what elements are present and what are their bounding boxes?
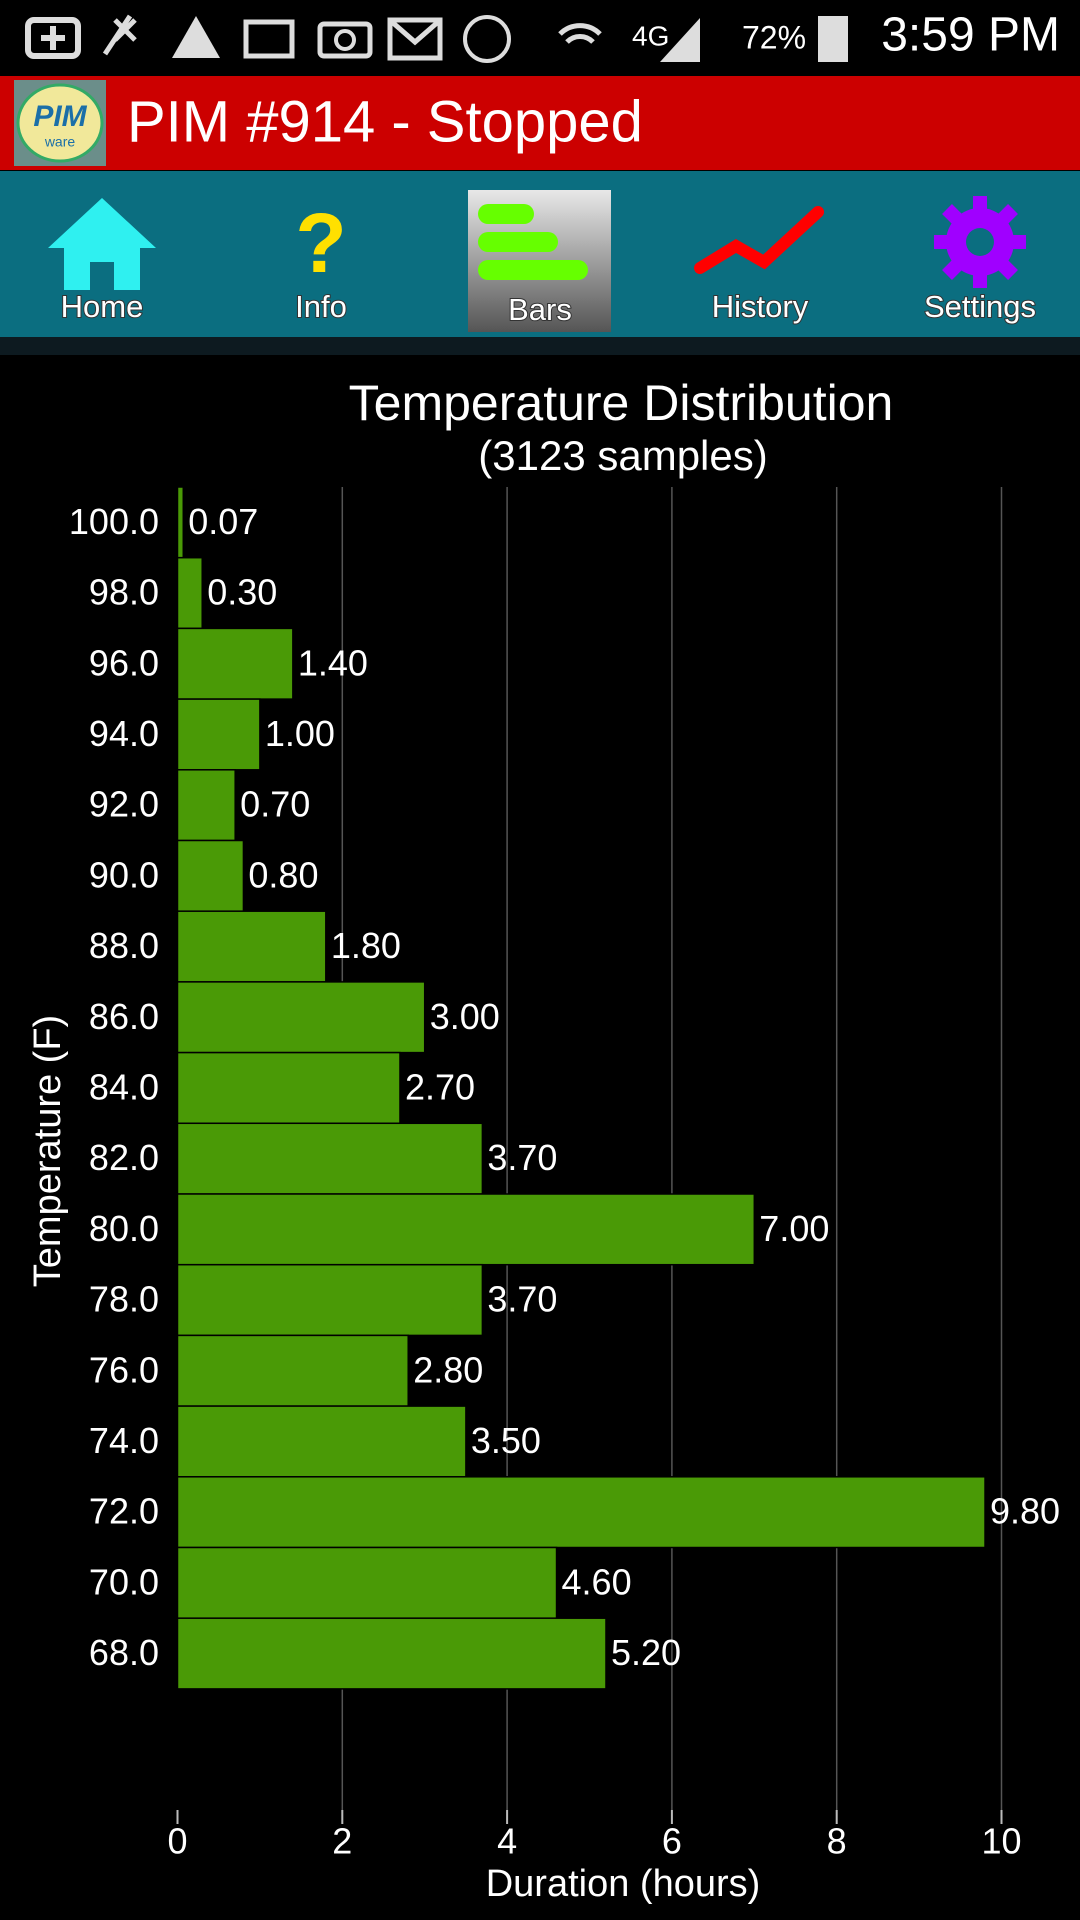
y-tick-label: 76.0 [89,1349,159,1390]
bar [176,556,203,630]
value-label: 1.00 [265,713,335,754]
y-tick-label: 86.0 [89,996,159,1037]
y-tick-label: 88.0 [89,925,159,966]
nav-label[interactable]: Settings [923,288,1037,325]
y-axis-label: Temperature (F) [27,1015,69,1287]
network-type: 4G [632,20,669,51]
app-title: PIM #914 - Stopped [127,89,643,154]
clock: 3:59 PM [881,9,1060,62]
y-tick-label: 98.0 [89,572,159,613]
bar [176,910,327,983]
bar [176,1405,467,1478]
y-tick-label: 80.0 [89,1208,159,1249]
status-bar [0,0,1080,74]
x-axis-label: Duration (hours) [486,1863,761,1905]
value-label: 0.80 [248,854,318,895]
x-tick-label: 0 [167,1821,187,1862]
value-label: 0.07 [188,501,258,542]
value-label: 1.40 [298,642,368,683]
value-label: 0.70 [240,784,310,825]
value-label: 3.70 [487,1279,557,1320]
x-tick-label: 8 [827,1821,847,1862]
bar [176,1193,756,1266]
value-label: 0.30 [207,572,277,613]
y-tick-label: 68.0 [89,1632,159,1673]
bar [176,627,294,700]
y-tick-label: 96.0 [89,642,159,683]
nav-label[interactable]: Bars [507,291,573,328]
nav-label[interactable]: History [711,288,810,325]
logo-subtext: ware [44,134,76,150]
value-label: 1.80 [331,925,401,966]
bar [176,486,185,559]
bar [176,698,261,771]
y-tick-label: 74.0 [89,1420,159,1461]
bar [176,1051,401,1125]
y-tick-label: 90.0 [89,854,159,895]
y-tick-label: 78.0 [89,1279,159,1320]
y-tick-label: 94.0 [89,713,159,754]
bar [176,981,426,1054]
chart-title: Temperature Distribution [349,375,894,431]
y-tick-label: 72.0 [89,1491,159,1532]
value-label: 2.80 [413,1349,483,1390]
x-tick-label: 6 [662,1821,682,1862]
battery-percent: 72% [742,19,806,55]
value-label: 9.80 [990,1491,1060,1532]
y-tick-label: 82.0 [89,1137,159,1178]
logo [16,83,104,163]
bar [176,1476,986,1549]
value-label: 3.50 [471,1420,541,1461]
value-label: 3.70 [487,1137,557,1178]
x-tick-label: 4 [497,1821,517,1862]
nav-label[interactable]: Home [60,288,145,325]
x-tick-label: 10 [981,1821,1021,1862]
bar [176,1263,484,1337]
nav-label[interactable]: Info [294,288,348,325]
value-label: 5.20 [611,1632,681,1673]
value-label: 7.00 [759,1208,829,1249]
y-tick-label: 100.0 [69,501,159,542]
svg-text:?: ? [295,196,346,290]
y-tick-label: 84.0 [89,1066,159,1107]
logo-text: PIM [33,100,87,133]
bar [176,839,245,912]
bar [176,1122,484,1195]
bar [176,769,236,842]
y-tick-label: 92.0 [89,784,159,825]
nav-icons: ? [48,196,1026,290]
status-icons [25,14,848,63]
bar [176,1546,558,1619]
chart-subtitle: (3123 samples) [478,432,767,479]
app-header [0,76,1080,170]
y-tick-label: 70.0 [89,1561,159,1602]
nav-shadow [0,337,1080,355]
bar [176,1617,607,1690]
x-tick-label: 2 [332,1821,352,1862]
bar [176,1334,409,1407]
value-label: 2.70 [405,1066,475,1107]
value-label: 3.00 [430,996,500,1037]
value-label: 4.60 [562,1561,632,1602]
